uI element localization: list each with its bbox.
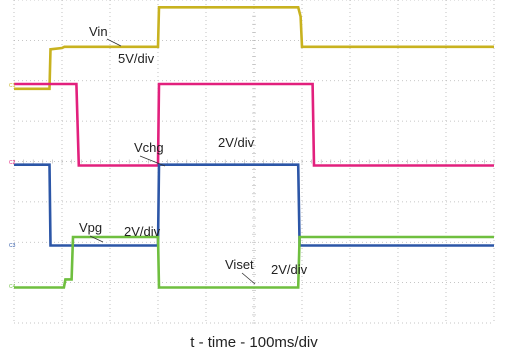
trace-viset <box>14 235 494 289</box>
vin-leader-line <box>106 38 122 47</box>
grid <box>13 0 495 324</box>
vchg-leader-line <box>139 155 166 167</box>
channel-label-c2: C2 <box>9 160 16 166</box>
viset-leader-line <box>241 272 256 285</box>
vin-label: Vin <box>89 24 108 39</box>
channel-label-c3: C3 <box>9 243 16 249</box>
viset-label: Viset <box>225 257 254 272</box>
vpg-scale-label: 2V/div <box>124 224 161 239</box>
channel-label-c4: C4 <box>9 284 16 290</box>
traces <box>14 6 494 289</box>
channel-label-c1: C1 <box>9 83 16 89</box>
vpg-leader-line <box>89 235 104 243</box>
vchg-scale-label: 2V/div <box>218 135 255 150</box>
trace-vin <box>14 6 494 91</box>
x-axis-label: t - time - 100ms/div <box>190 334 318 351</box>
vin-scale-label: 5V/div <box>118 51 155 66</box>
viset-scale-label: 2V/div <box>271 262 308 277</box>
trace-vchg <box>14 82 494 167</box>
vchg-label: Vchg <box>134 140 164 155</box>
vpg-label: Vpg <box>79 220 102 235</box>
trace-vpg <box>14 163 494 247</box>
